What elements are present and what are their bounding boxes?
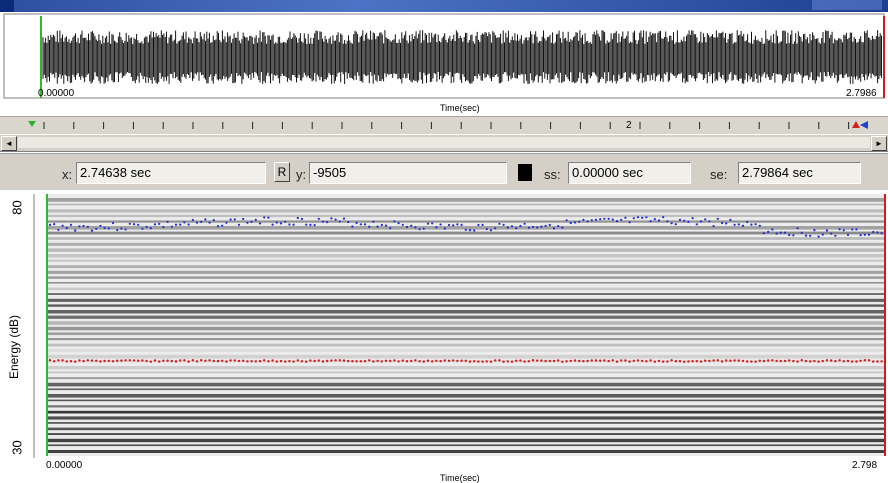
scroll-track[interactable] <box>18 137 870 148</box>
r-button[interactable]: R <box>274 162 290 182</box>
spectrogram-x-start: 0.00000 <box>46 460 83 471</box>
y-tick-top: 80 <box>9 200 25 215</box>
spectrogram-x-label: Time(sec) <box>440 473 480 483</box>
waveform-x-end: 2.7986 <box>846 88 877 99</box>
y-tick-bottom: 30 <box>9 440 25 455</box>
titlebar-buttons[interactable] <box>812 0 882 10</box>
color-swatch[interactable] <box>518 164 532 181</box>
se-value-field[interactable]: 2.79864 sec <box>738 162 861 184</box>
pitch-track-upper <box>48 216 883 238</box>
ss-label: ss: <box>544 167 561 182</box>
spectrogram-plot[interactable] <box>0 190 888 483</box>
waveform-signal <box>42 30 882 84</box>
scroll-left-button[interactable]: ◄ <box>1 136 17 151</box>
spectrogram-x-end: 2.798 <box>852 460 878 471</box>
ss-value-field[interactable]: 0.00000 sec <box>568 162 691 184</box>
y-value-field[interactable]: -9505 <box>309 162 507 184</box>
ruler-start-marker <box>28 121 36 127</box>
spectrogram-y-axis-label: Energy (dB) <box>7 314 21 380</box>
x-value-field[interactable]: 2.74638 sec <box>76 162 266 184</box>
waveform-x-label: Time(sec) <box>440 103 480 113</box>
waveform-pane[interactable]: 0.00000 2.7986 Time(sec) <box>0 12 888 116</box>
ruler-end-marker-blue <box>860 121 868 129</box>
cursor-info-bar: x: 2.74638 sec R y: -9505 ss: 0.00000 se… <box>0 153 888 191</box>
time-ruler-ticks <box>28 121 868 129</box>
window-menu-icon[interactable] <box>0 0 14 12</box>
pitch-track-lower <box>48 359 883 363</box>
ruler-end-marker-red <box>852 121 860 128</box>
scroll-right-button[interactable]: ► <box>871 136 887 151</box>
y-label: y: <box>296 167 307 182</box>
x-label: x: <box>62 167 73 182</box>
ruler-label-2: 2 <box>626 120 632 131</box>
horizontal-scrollbar[interactable]: ◄ ► <box>0 134 888 152</box>
waveform-x-start: 0.00000 <box>38 88 75 99</box>
se-label: se: <box>710 167 728 182</box>
waveform-plot[interactable] <box>0 12 888 116</box>
window-titlebar <box>0 0 888 12</box>
spectrogram-pane[interactable]: 80 30 Energy (dB) 0.00000 2.798 Time(sec… <box>0 190 888 483</box>
spectrogram-harmonic-bands <box>47 198 884 453</box>
time-ruler[interactable]: 2 <box>0 116 888 135</box>
